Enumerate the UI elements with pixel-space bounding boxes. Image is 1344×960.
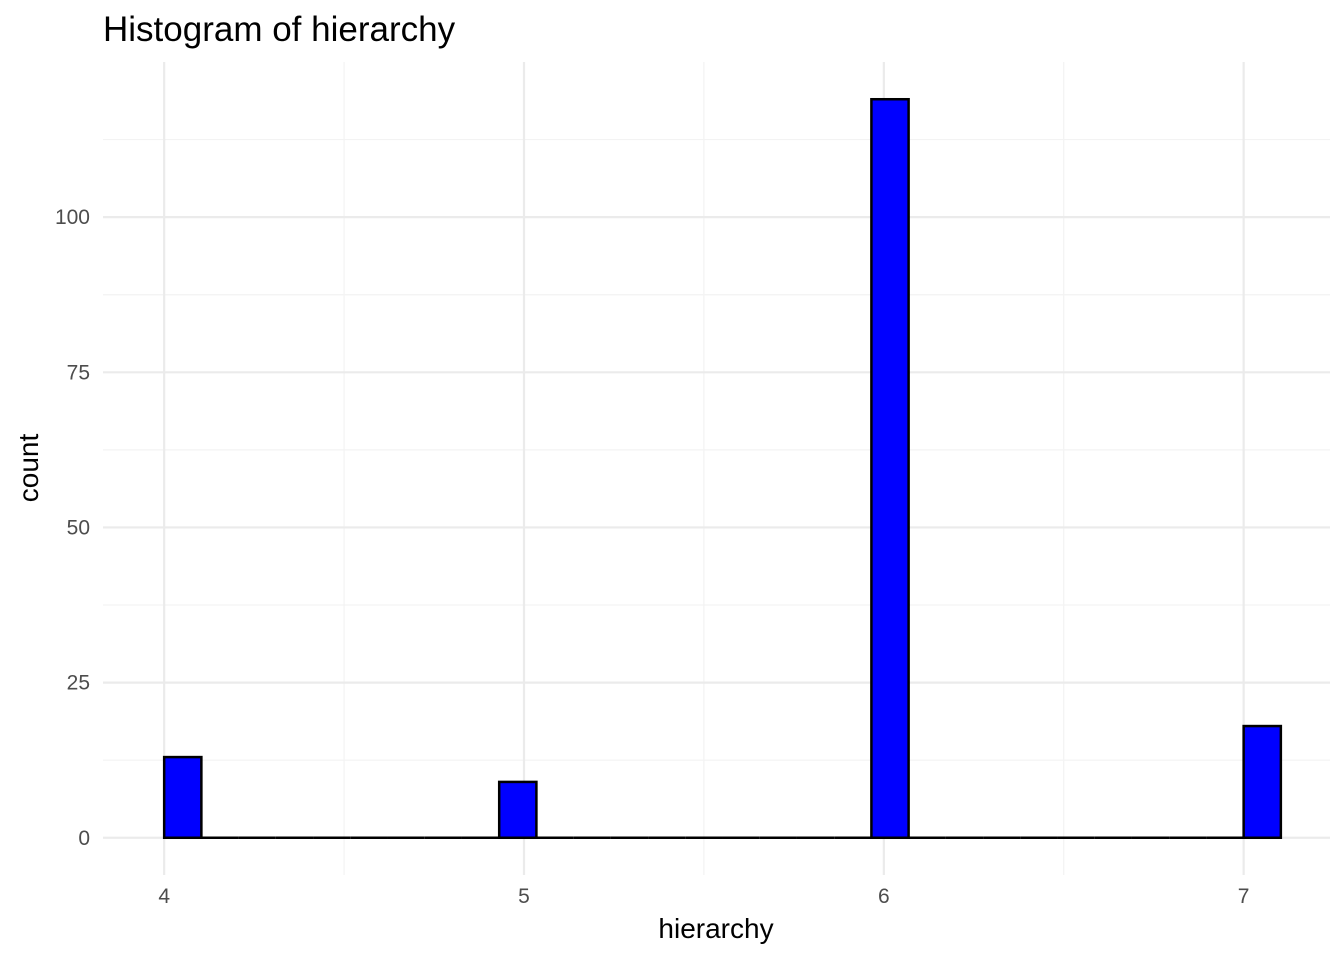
y-tick-label: 25 [67,672,90,695]
x-axis-title: hierarchy [658,913,773,944]
grid-lines [103,62,1330,875]
histogram-bar [497,780,538,840]
x-tick-label: 4 [158,885,170,908]
histogram-bar [870,97,910,840]
x-tick-label: 7 [1238,885,1250,908]
y-tick-label: 75 [67,361,90,384]
y-tick-label: 100 [55,206,90,229]
histogram-bar [162,755,203,840]
x-tick-label: 5 [518,885,530,908]
y-tick-label: 0 [78,827,90,850]
y-axis-title: count [13,434,44,503]
axis-tick-labels: 4 5 6 7 0 25 50 75 100 [55,206,1250,908]
histogram-bar [1242,724,1283,840]
chart-title: Histogram of hierarchy [103,10,456,49]
x-tick-label: 6 [878,885,890,908]
y-tick-label: 50 [67,516,90,539]
histogram-bars [162,97,1283,840]
